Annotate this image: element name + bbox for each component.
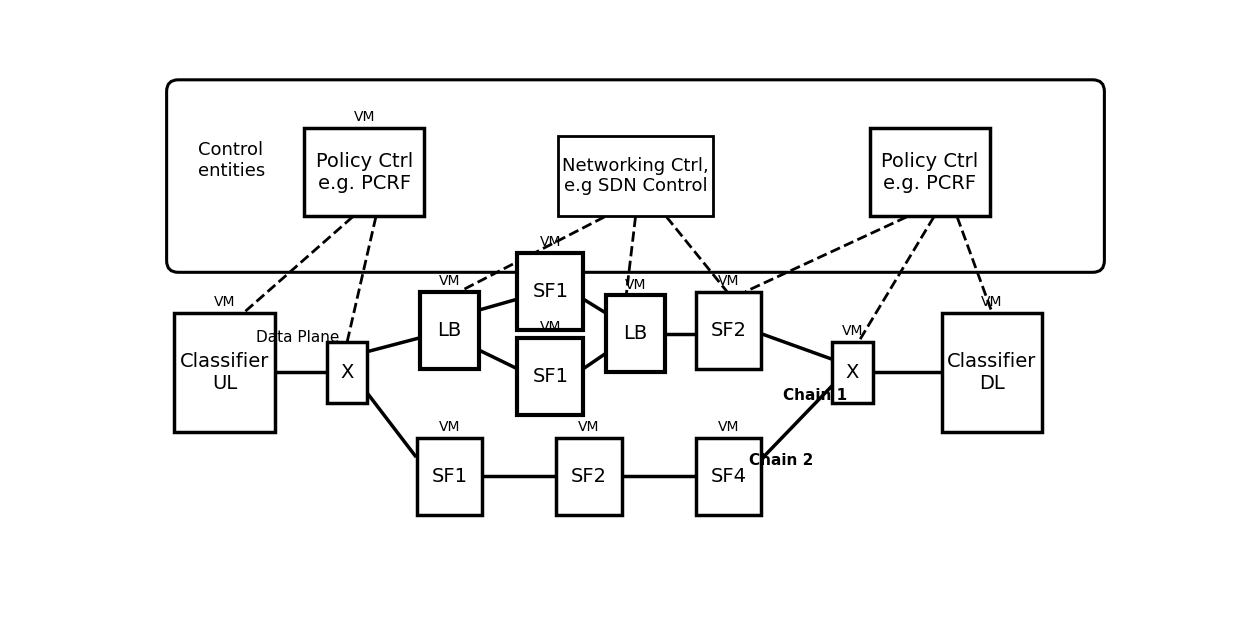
Text: Networking Ctrl,
e.g SDN Control: Networking Ctrl, e.g SDN Control	[562, 156, 709, 196]
Text: VM: VM	[842, 324, 863, 338]
Text: Classifier
DL: Classifier DL	[947, 352, 1037, 393]
Bar	[175, 313, 275, 432]
Bar	[556, 438, 622, 515]
Text: SF1: SF1	[532, 282, 568, 301]
Text: VM: VM	[539, 235, 560, 249]
Text: Policy Ctrl
e.g. PCRF: Policy Ctrl e.g. PCRF	[316, 152, 413, 192]
Text: SF1: SF1	[432, 467, 467, 486]
Bar	[517, 338, 583, 415]
Text: Chain 2: Chain 2	[749, 453, 813, 468]
Bar	[420, 292, 479, 368]
Text: Policy Ctrl
e.g. PCRF: Policy Ctrl e.g. PCRF	[882, 152, 978, 192]
Bar	[696, 438, 761, 515]
Bar	[304, 128, 424, 216]
Bar	[558, 135, 713, 216]
Bar	[941, 313, 1043, 432]
Text: SF1: SF1	[532, 367, 568, 385]
Text: VM: VM	[215, 295, 236, 309]
Text: VM: VM	[718, 274, 739, 288]
Text: Classifier
UL: Classifier UL	[180, 352, 269, 393]
Text: X: X	[846, 363, 859, 382]
Bar	[832, 342, 873, 403]
Text: SF2: SF2	[570, 467, 608, 486]
Bar	[417, 438, 482, 515]
Text: VM: VM	[578, 420, 600, 434]
Text: VM: VM	[539, 320, 560, 334]
Bar	[696, 292, 761, 368]
FancyBboxPatch shape	[166, 80, 1105, 272]
Text: X: X	[341, 363, 353, 382]
Text: VM: VM	[353, 110, 374, 124]
Text: VM: VM	[981, 295, 1003, 309]
Bar	[327, 342, 367, 403]
Text: Control
entities: Control entities	[197, 141, 265, 180]
Text: VM: VM	[439, 420, 460, 434]
Text: LB: LB	[624, 324, 647, 344]
Text: Chain 1: Chain 1	[782, 388, 847, 403]
Text: SF2: SF2	[711, 320, 746, 339]
Text: VM: VM	[439, 274, 460, 288]
Text: SF4: SF4	[711, 467, 746, 486]
Bar	[606, 296, 665, 372]
Text: VM: VM	[625, 278, 646, 292]
Bar	[517, 253, 583, 330]
Bar	[870, 128, 990, 216]
Text: LB: LB	[438, 320, 461, 339]
Text: Data Plane: Data Plane	[255, 330, 339, 345]
Text: VM: VM	[718, 420, 739, 434]
